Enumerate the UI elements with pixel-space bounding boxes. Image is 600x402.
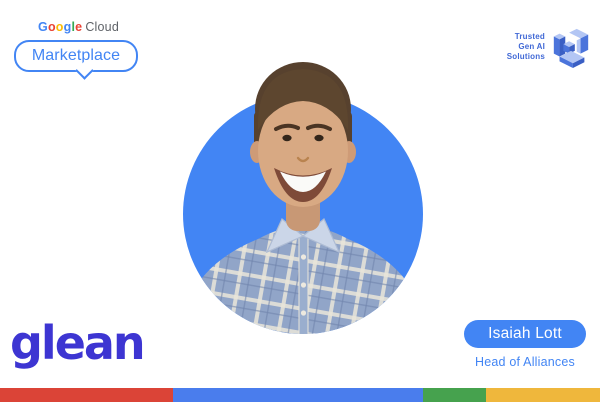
badge-line: Trusted <box>514 32 545 41</box>
gen-ai-cube-icon <box>553 28 589 68</box>
speaker-name-pill: Isaiah Lott <box>464 320 586 348</box>
speaker-portrait <box>183 62 423 334</box>
badge-line: Solutions <box>506 52 545 61</box>
marketplace-speech-bubble: Marketplace <box>14 40 138 80</box>
stripe-segment-red <box>0 388 173 402</box>
cloud-label: Cloud <box>85 20 119 34</box>
stripe-segment-blue <box>172 388 423 402</box>
google-cloud-marketplace-lockup: Google Cloud Marketplace <box>14 20 138 80</box>
trusted-gen-ai-badge: Trusted Gen AI Solutions <box>507 24 592 70</box>
badge-line: Gen AI <box>518 42 545 51</box>
google-letter: G <box>38 20 48 34</box>
google-letter: o <box>47 20 56 34</box>
google-letter: e <box>75 20 83 34</box>
stripe-segment-green <box>422 388 486 402</box>
portrait-head <box>250 62 356 207</box>
google-colors-stripe <box>0 388 600 402</box>
speaker-name: Isaiah Lott <box>488 325 562 342</box>
stripe-segment-yellow <box>485 388 600 402</box>
speaker-title: Head of Alliances <box>475 355 575 369</box>
google-letter: o <box>55 20 64 34</box>
google-letter: g <box>63 20 72 34</box>
portrait-body <box>183 218 423 334</box>
google-cloud-wordmark: Google Cloud <box>14 20 138 34</box>
speaker-info: Isaiah Lott Head of Alliances <box>464 320 586 369</box>
glean-logo: glean <box>10 316 146 370</box>
google-letter: l <box>71 20 76 34</box>
trusted-gen-ai-label: Trusted Gen AI Solutions <box>507 32 545 62</box>
marketplace-label: Marketplace <box>31 47 121 64</box>
